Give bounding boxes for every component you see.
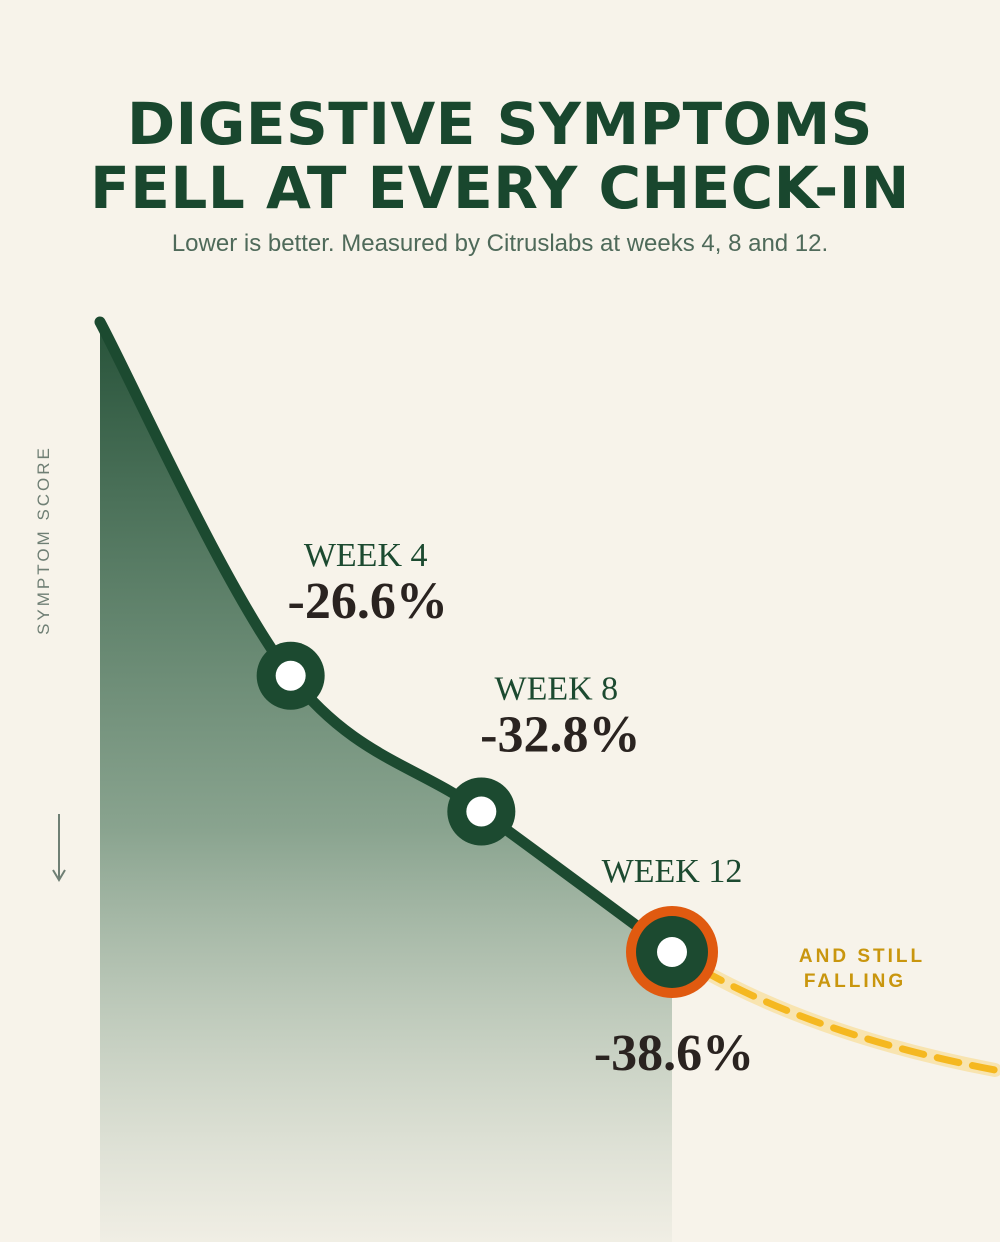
point-label-week-8: WEEK 8 xyxy=(494,670,618,707)
series-line xyxy=(94,316,678,958)
trend-note-line-1: AND STILL xyxy=(799,946,925,967)
down-arrow-icon xyxy=(52,814,66,882)
chart-title: DIGESTIVE SYMPTOMS FELL AT EVERY CHECK-I… xyxy=(0,92,1000,220)
value-label-week-12: -38.6% xyxy=(594,1025,754,1082)
title-line-2: FELL AT EVERY CHECK-IN xyxy=(90,154,910,222)
data-point-center-week-4 xyxy=(275,660,306,691)
value-label-week-8: -32.8% xyxy=(480,706,640,763)
area-fill xyxy=(100,322,672,1242)
trend-note: AND STILL FALLING xyxy=(799,946,925,992)
y-axis-label: SYMPTOM SCORE xyxy=(34,445,53,635)
point-label-week-12: WEEK 12 xyxy=(602,853,743,890)
data-point-center-week-12 xyxy=(657,937,687,967)
value-label-week-4: -26.6% xyxy=(288,573,448,630)
trend-line xyxy=(698,966,999,1074)
data-point-center-week-8 xyxy=(466,796,497,827)
title-line-1: DIGESTIVE SYMPTOMS xyxy=(127,90,873,158)
chart-subtitle: Lower is better. Measured by Citruslabs … xyxy=(171,230,829,257)
point-label-week-4: WEEK 4 xyxy=(304,537,428,574)
trend-note-line-2: FALLING xyxy=(804,971,906,992)
